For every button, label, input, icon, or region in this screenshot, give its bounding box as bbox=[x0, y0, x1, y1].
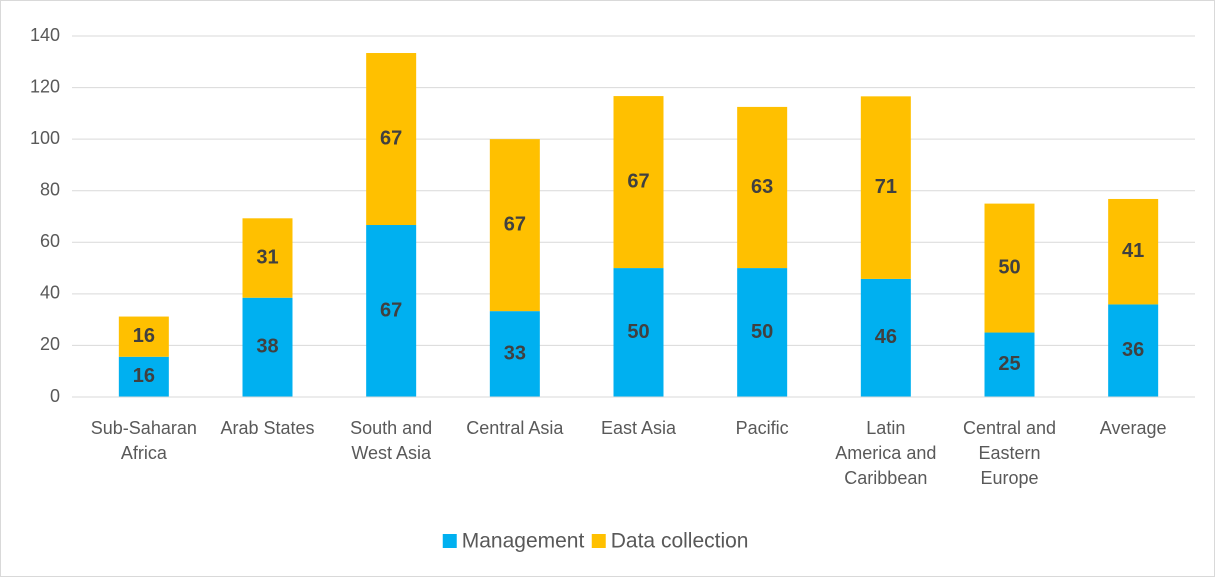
y-tick-label: 20 bbox=[40, 334, 60, 354]
x-tick-line: Latin bbox=[866, 418, 905, 438]
x-tick-line: Arab States bbox=[220, 418, 314, 438]
y-tick-label: 0 bbox=[50, 386, 60, 406]
x-tick-label: Arab States bbox=[220, 418, 314, 438]
x-tick-line: Sub-Saharan bbox=[91, 418, 197, 438]
x-tick-label: Central and Eastern Europe bbox=[963, 418, 1056, 488]
bar-segment bbox=[242, 297, 293, 397]
x-tick-line: East Asia bbox=[601, 418, 677, 438]
y-tick-label: 140 bbox=[30, 25, 60, 45]
legend-label: Data collection bbox=[611, 530, 749, 553]
bar-segment bbox=[613, 268, 664, 397]
bar-segment bbox=[984, 332, 1035, 397]
y-tick-label: 40 bbox=[40, 283, 60, 303]
data-label: 31 bbox=[256, 246, 278, 268]
y-tick-label: 80 bbox=[40, 179, 60, 199]
x-tick-line: Pacific bbox=[736, 418, 789, 438]
y-tick-label: 100 bbox=[30, 128, 60, 148]
data-label: 67 bbox=[380, 127, 402, 149]
x-tick-label: Average bbox=[1100, 418, 1167, 438]
bar-segment bbox=[489, 311, 540, 397]
x-tick-line: Average bbox=[1100, 418, 1167, 438]
data-label: 50 bbox=[751, 321, 773, 343]
bar-segment bbox=[737, 106, 788, 269]
x-tick-label: Central Asia bbox=[466, 418, 564, 438]
y-tick-label: 120 bbox=[30, 76, 60, 96]
data-label: 67 bbox=[380, 299, 402, 321]
x-tick-line: Eastern bbox=[978, 443, 1040, 463]
bar-segment bbox=[737, 268, 788, 397]
bar-segment bbox=[489, 139, 540, 312]
x-tick-line: West Asia bbox=[351, 443, 432, 463]
data-label: 46 bbox=[875, 326, 897, 348]
data-label: 50 bbox=[627, 321, 649, 343]
data-label: 67 bbox=[627, 170, 649, 192]
bar-segment bbox=[118, 356, 169, 397]
x-tick-label: Pacific bbox=[736, 418, 789, 438]
bar-segment bbox=[984, 203, 1035, 333]
legend-label: Management bbox=[462, 530, 585, 553]
data-label: 63 bbox=[751, 176, 773, 198]
x-tick-label: East Asia bbox=[601, 418, 677, 438]
data-label: 50 bbox=[998, 256, 1020, 278]
bar-segment bbox=[860, 96, 911, 279]
x-tick-label: South and West Asia bbox=[350, 418, 432, 463]
bar-segment bbox=[242, 218, 293, 298]
x-tick-line: Europe bbox=[980, 468, 1038, 488]
x-tick-line: America and bbox=[835, 443, 936, 463]
x-tick-line: Central and bbox=[963, 418, 1056, 438]
x-tick-line: South and bbox=[350, 418, 432, 438]
bar-segment bbox=[366, 53, 417, 226]
data-label: 67 bbox=[504, 213, 526, 235]
x-tick-line: Africa bbox=[121, 443, 168, 463]
bar-segment bbox=[613, 96, 664, 269]
data-label: 36 bbox=[1122, 339, 1144, 361]
data-label: 16 bbox=[133, 325, 155, 347]
data-label: 25 bbox=[998, 353, 1020, 375]
x-tick-label: Latin America and Caribbean bbox=[835, 418, 936, 488]
y-tick-label: 60 bbox=[40, 231, 60, 251]
data-label: 16 bbox=[133, 365, 155, 387]
x-tick-line: Caribbean bbox=[844, 468, 927, 488]
data-label: 71 bbox=[875, 176, 897, 198]
data-label: 33 bbox=[504, 342, 526, 364]
bar-segment bbox=[1108, 304, 1159, 397]
bar-segment bbox=[118, 316, 169, 357]
legend-swatch bbox=[442, 534, 457, 548]
bar-segment bbox=[860, 278, 911, 397]
bar-segment bbox=[1108, 198, 1159, 305]
x-tick-label: Sub-Saharan Africa bbox=[91, 418, 197, 463]
legend-swatch bbox=[591, 534, 606, 548]
bar-segment bbox=[366, 225, 417, 397]
x-tick-line: Central Asia bbox=[466, 418, 564, 438]
data-label: 38 bbox=[256, 336, 278, 358]
data-label: 41 bbox=[1122, 240, 1144, 262]
